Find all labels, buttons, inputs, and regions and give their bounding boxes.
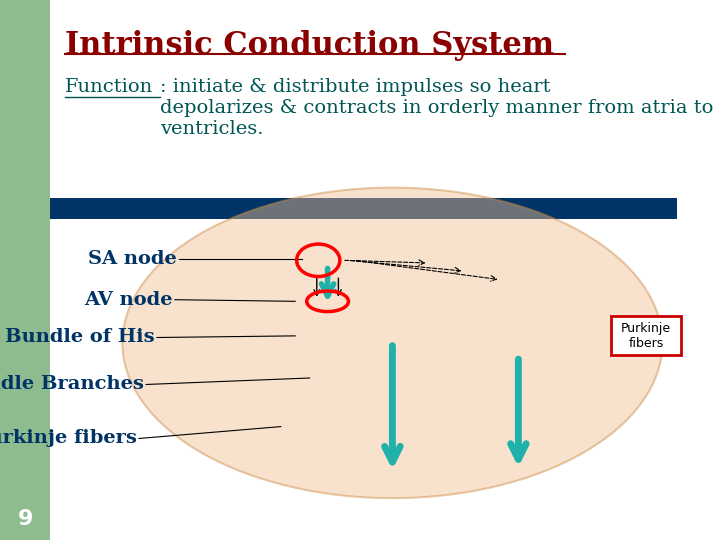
Text: Function: Function xyxy=(65,78,153,96)
Bar xyxy=(611,316,681,355)
Text: Purkinje fibers: Purkinje fibers xyxy=(0,429,137,448)
Text: Bundle Branches: Bundle Branches xyxy=(0,375,144,394)
Text: AV node: AV node xyxy=(84,291,173,309)
Bar xyxy=(0,0,50,540)
Text: 9: 9 xyxy=(17,509,33,530)
Text: Purkinje
fibers: Purkinje fibers xyxy=(621,322,671,350)
Text: Bundle of His: Bundle of His xyxy=(5,328,155,347)
Ellipse shape xyxy=(122,187,662,498)
Bar xyxy=(50,198,677,219)
Text: : initiate & distribute impulses so heart
depolarizes & contracts in orderly man: : initiate & distribute impulses so hear… xyxy=(160,78,714,138)
Text: Intrinsic Conduction System: Intrinsic Conduction System xyxy=(65,30,554,60)
Text: SA node: SA node xyxy=(88,250,176,268)
